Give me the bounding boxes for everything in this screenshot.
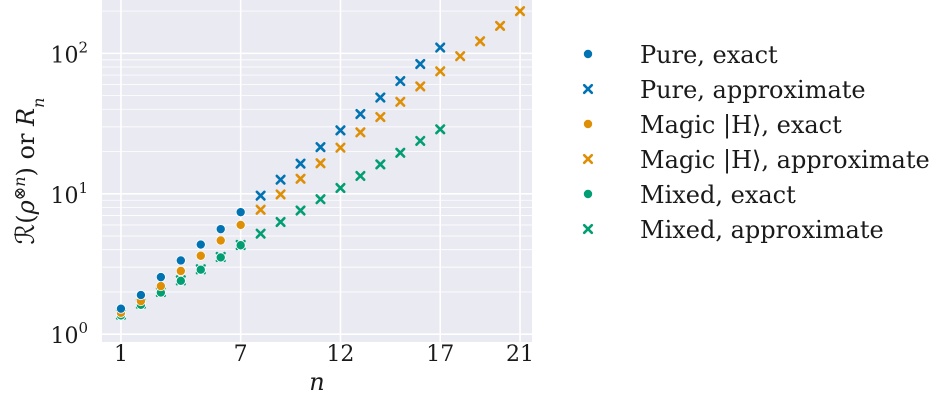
data-point — [116, 304, 125, 313]
legend-marker — [584, 85, 592, 93]
legend-marker — [584, 225, 592, 233]
legend-label: Magic |H⟩, approximate — [640, 146, 930, 175]
x-tick-label: 1 — [114, 342, 128, 367]
data-point — [136, 290, 145, 299]
y-axis-title: ℛ(ρ⊗n) or Rn — [10, 98, 48, 245]
data-point — [176, 256, 185, 265]
y-tick-label: 100 — [50, 319, 88, 349]
legend: Pure, exact Pure, approximate Magic |H⟩, e… — [583, 41, 929, 244]
legend-entry: Mixed, approximate — [584, 216, 884, 244]
legend-marker — [583, 49, 592, 58]
data-point — [236, 220, 245, 229]
legend-label: Magic |H⟩, exact — [640, 111, 842, 140]
legend-entry: Magic |H⟩, exact — [583, 111, 842, 140]
data-point — [156, 273, 165, 282]
x-tick-labels: 1 7 12 17 21 — [114, 342, 534, 367]
data-point — [156, 282, 165, 291]
x-tick-label: 21 — [506, 342, 534, 367]
data-point — [196, 251, 205, 260]
plot-background — [102, 0, 532, 342]
data-point — [176, 276, 185, 285]
data-point — [176, 266, 185, 275]
x-tick-label: 17 — [426, 342, 454, 367]
legend-label: Mixed, approximate — [640, 216, 884, 244]
y-tick-label: 101 — [50, 179, 88, 209]
legend-marker — [583, 189, 592, 198]
data-point — [196, 265, 205, 274]
data-point — [216, 225, 225, 234]
x-tick-label: 12 — [326, 342, 354, 367]
legend-entry: Pure, exact — [583, 41, 778, 69]
y-tick-labels: 100 101 102 — [50, 38, 88, 349]
data-point — [236, 241, 245, 250]
legend-entry: Pure, approximate — [584, 76, 865, 104]
legend-marker — [583, 119, 592, 128]
data-point — [216, 253, 225, 262]
legend-label: Mixed, exact — [640, 181, 796, 209]
data-point — [236, 208, 245, 217]
y-tick-label: 102 — [50, 38, 88, 68]
legend-label: Pure, exact — [640, 41, 778, 69]
legend-entry: Mixed, exact — [583, 181, 796, 209]
legend-marker — [584, 155, 592, 163]
x-axis-title: n — [309, 368, 324, 396]
legend-entry: Magic |H⟩, approximate — [584, 146, 930, 175]
data-point — [216, 236, 225, 245]
x-tick-label: 7 — [234, 342, 248, 367]
data-point — [196, 240, 205, 249]
legend-label: Pure, approximate — [640, 76, 866, 104]
